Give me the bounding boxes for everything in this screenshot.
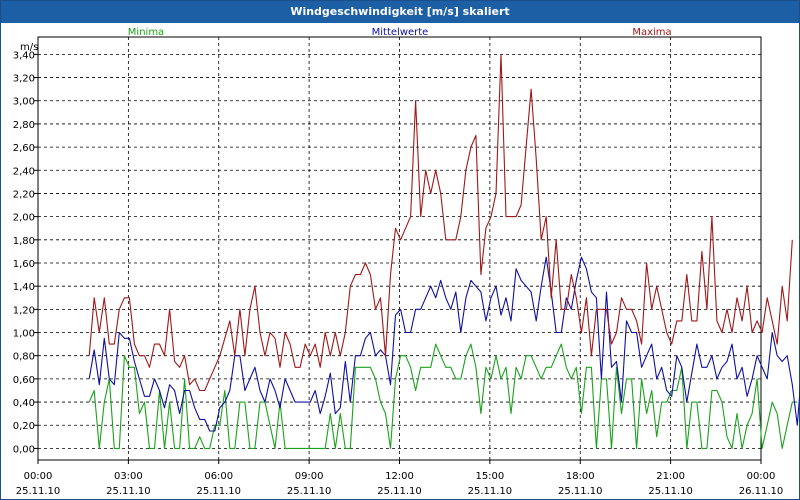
- legend-label-minima: Minima: [128, 27, 164, 38]
- y-tick-label: 2,40: [13, 166, 35, 177]
- series-line-minima: [88, 343, 798, 449]
- y-tick-label: 3,00: [13, 97, 35, 108]
- y-tick-label: 3,20: [13, 74, 35, 85]
- series-line-mittelwerte: [88, 256, 800, 432]
- legend-label-mittelwerte: Mittelwerte: [372, 27, 429, 38]
- y-tick-label: 1,60: [13, 259, 35, 270]
- y-tick-label: 0,40: [13, 398, 35, 409]
- x-tick-time: 15:00: [475, 471, 504, 482]
- x-tick-date: 26.11.10: [739, 486, 784, 497]
- y-axis-label: m/s: [20, 42, 38, 53]
- x-tick-date: 25.11.10: [196, 486, 241, 497]
- x-tick-time: 03:00: [114, 471, 143, 482]
- y-tick-label: 1,20: [13, 305, 35, 316]
- y-tick-label: 1,80: [13, 236, 35, 247]
- y-tick-label: 2,60: [13, 143, 35, 154]
- x-tick-date: 25.11.10: [16, 486, 61, 497]
- x-tick-date: 25.11.10: [648, 486, 693, 497]
- x-tick-time: 00:00: [747, 471, 776, 482]
- x-tick-time: 18:00: [566, 471, 595, 482]
- x-tick-date: 25.11.10: [106, 486, 151, 497]
- x-tick-time: 06:00: [204, 471, 233, 482]
- y-tick-label: 2,20: [13, 189, 35, 200]
- x-tick-time: 12:00: [385, 471, 414, 482]
- legend: Minima Mittelwerte Maxima: [128, 27, 672, 38]
- y-tick-label: 0,80: [13, 352, 35, 363]
- x-tick-date: 25.11.10: [468, 486, 513, 497]
- y-tick-label: 1,00: [13, 329, 35, 340]
- y-tick-label: 3,40: [13, 50, 35, 61]
- y-tick-label: 0,00: [13, 444, 35, 455]
- x-axis: 00:00 25.11.10 03:00 25.11.10 06:00 25.11.10 0…: [16, 460, 784, 497]
- x-tick-time: 09:00: [295, 471, 324, 482]
- y-tick-label: 1,40: [13, 282, 35, 293]
- x-tick-time: 21:00: [656, 471, 685, 482]
- series-line-maxima: [88, 53, 793, 392]
- x-tick-time: 00:00: [24, 471, 53, 482]
- x-tick-date: 25.11.10: [558, 486, 603, 497]
- x-tick-date: 25.11.10: [377, 486, 422, 497]
- x-tick-date: 25.11.10: [287, 486, 332, 497]
- y-tick-label: 0,20: [13, 421, 35, 432]
- legend-label-maxima: Maxima: [632, 27, 671, 38]
- series-lines: [88, 53, 800, 449]
- y-tick-label: 2,00: [13, 213, 35, 224]
- y-axis: 0,00 0,20 0,40 0,60 0,80 1,00 1,20 1,40 1,60 1,80…: [13, 50, 38, 455]
- y-tick-label: 2,80: [13, 120, 35, 131]
- window-title: Windgeschwindigkeit [m/s] skaliert: [1, 1, 799, 23]
- y-tick-label: 0,60: [13, 375, 35, 386]
